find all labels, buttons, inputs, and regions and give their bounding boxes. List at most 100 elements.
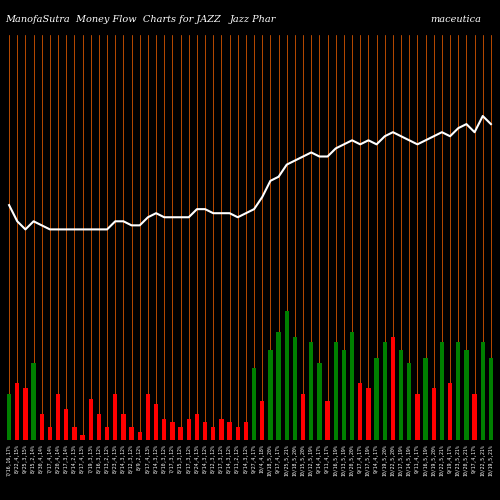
Text: 7/17,4,14%: 7/17,4,14% bbox=[48, 444, 52, 473]
Bar bbox=[334, 342, 338, 440]
Bar bbox=[15, 384, 20, 440]
Text: 9/17,4,17%: 9/17,4,17% bbox=[276, 444, 281, 473]
Text: 10/18,5,20%: 10/18,5,20% bbox=[268, 444, 273, 476]
Text: 10/20,5,21%: 10/20,5,21% bbox=[464, 444, 469, 476]
Bar bbox=[276, 332, 281, 440]
Text: 9/14,4,17%: 9/14,4,17% bbox=[317, 444, 322, 473]
Text: 7/17,3,12%: 7/17,3,12% bbox=[170, 444, 175, 473]
Bar bbox=[162, 420, 166, 440]
Text: 8/15,2,14%: 8/15,2,14% bbox=[31, 444, 36, 473]
Text: 8/20,4,14%: 8/20,4,14% bbox=[56, 444, 60, 473]
Bar bbox=[440, 342, 444, 440]
Text: 8/12,3,12%: 8/12,3,12% bbox=[211, 444, 216, 473]
Bar bbox=[456, 342, 460, 440]
Text: 8/14,2,13%: 8/14,2,13% bbox=[72, 444, 77, 473]
Text: 10/22,5,21%: 10/22,5,21% bbox=[480, 444, 485, 476]
Bar bbox=[186, 420, 191, 440]
Bar bbox=[284, 311, 289, 440]
Bar bbox=[72, 427, 76, 440]
Bar bbox=[105, 427, 110, 440]
Bar bbox=[211, 427, 216, 440]
Text: 8/17,4,13%: 8/17,4,13% bbox=[146, 444, 150, 473]
Bar bbox=[194, 414, 199, 440]
Text: 7/19,3,13%: 7/19,3,13% bbox=[88, 444, 93, 473]
Bar bbox=[88, 399, 93, 440]
Bar bbox=[358, 384, 362, 440]
Bar bbox=[219, 420, 224, 440]
Text: 8/30,4,14%: 8/30,4,14% bbox=[39, 444, 44, 473]
Bar bbox=[480, 342, 485, 440]
Text: 10/18,5,20%: 10/18,5,20% bbox=[292, 444, 298, 476]
Text: 8/9,2,12%: 8/9,2,12% bbox=[137, 444, 142, 470]
Bar bbox=[464, 350, 468, 440]
Text: 8/13,2,12%: 8/13,2,12% bbox=[104, 444, 110, 473]
Bar bbox=[424, 358, 428, 440]
Text: 10/14,5,19%: 10/14,5,19% bbox=[406, 444, 412, 476]
Bar bbox=[113, 394, 117, 440]
Bar bbox=[32, 362, 36, 440]
Bar bbox=[472, 394, 477, 440]
Bar bbox=[203, 422, 207, 440]
Text: 8/17,3,12%: 8/17,3,12% bbox=[219, 444, 224, 473]
Text: 8/14,3,12%: 8/14,3,12% bbox=[202, 444, 207, 473]
Bar bbox=[7, 394, 12, 440]
Bar bbox=[48, 427, 52, 440]
Text: 10/19,5,21%: 10/19,5,21% bbox=[488, 444, 494, 476]
Bar bbox=[23, 388, 28, 440]
Text: 10/17,5,19%: 10/17,5,19% bbox=[366, 444, 371, 476]
Text: 10/16,5,19%: 10/16,5,19% bbox=[423, 444, 428, 476]
Text: 9/11,4,17%: 9/11,4,17% bbox=[325, 444, 330, 473]
Text: 8/17,3,12%: 8/17,3,12% bbox=[186, 444, 191, 473]
Bar bbox=[382, 342, 387, 440]
Text: 9/17,4,17%: 9/17,4,17% bbox=[358, 444, 362, 473]
Text: 10/20,5,20%: 10/20,5,20% bbox=[350, 444, 354, 476]
Text: 8/17,4,13%: 8/17,4,13% bbox=[80, 444, 85, 473]
Bar bbox=[40, 414, 44, 440]
Bar bbox=[146, 394, 150, 440]
Bar bbox=[366, 388, 370, 440]
Bar bbox=[432, 388, 436, 440]
Bar bbox=[178, 427, 183, 440]
Bar bbox=[301, 394, 306, 440]
Bar bbox=[488, 358, 493, 440]
Text: 8/14,3,12%: 8/14,3,12% bbox=[154, 444, 158, 473]
Text: 9/11,4,17%: 9/11,4,17% bbox=[415, 444, 420, 473]
Text: 10/19,5,20%: 10/19,5,20% bbox=[431, 444, 436, 476]
Text: 9/27,4,17%: 9/27,4,17% bbox=[252, 444, 256, 473]
Bar bbox=[130, 427, 134, 440]
Bar bbox=[317, 362, 322, 440]
Bar bbox=[96, 414, 101, 440]
Text: 9/14,4,17%: 9/14,4,17% bbox=[374, 444, 379, 473]
Bar bbox=[244, 422, 248, 440]
Bar bbox=[407, 362, 412, 440]
Text: 10/17,5,19%: 10/17,5,19% bbox=[398, 444, 404, 476]
Bar bbox=[342, 350, 346, 440]
Bar bbox=[138, 432, 142, 440]
Text: 10/15,5,20%: 10/15,5,20% bbox=[300, 444, 306, 476]
Text: 10/22,5,20%: 10/22,5,20% bbox=[390, 444, 396, 476]
Bar bbox=[326, 402, 330, 440]
Text: 10/23,5,21%: 10/23,5,21% bbox=[456, 444, 460, 476]
Text: Jazz Phar: Jazz Phar bbox=[230, 15, 276, 24]
Text: 9/17,4,17%: 9/17,4,17% bbox=[472, 444, 477, 473]
Text: 8/12,3,12%: 8/12,3,12% bbox=[129, 444, 134, 473]
Text: 8/24,4,13%: 8/24,4,13% bbox=[194, 444, 200, 473]
Bar bbox=[252, 368, 256, 440]
Text: 10/19,5,20%: 10/19,5,20% bbox=[382, 444, 387, 476]
Text: 8/11,2,12%: 8/11,2,12% bbox=[236, 444, 240, 473]
Text: 8/14,3,12%: 8/14,3,12% bbox=[121, 444, 126, 473]
Text: 8/17,3,14%: 8/17,3,14% bbox=[64, 444, 69, 473]
Bar bbox=[236, 427, 240, 440]
Bar bbox=[268, 350, 272, 440]
Bar bbox=[64, 409, 68, 440]
Bar bbox=[399, 350, 404, 440]
Text: 9/25,3,15%: 9/25,3,15% bbox=[23, 444, 28, 473]
Bar bbox=[260, 402, 264, 440]
Text: 10/13,5,19%: 10/13,5,19% bbox=[342, 444, 346, 476]
Text: 8/14,3,12%: 8/14,3,12% bbox=[227, 444, 232, 473]
Text: 10/25,5,21%: 10/25,5,21% bbox=[284, 444, 289, 476]
Text: 8/10,3,12%: 8/10,3,12% bbox=[162, 444, 167, 473]
Text: 9/19,4,17%: 9/19,4,17% bbox=[448, 444, 452, 473]
Bar bbox=[228, 422, 232, 440]
Text: 10/16,5,19%: 10/16,5,19% bbox=[333, 444, 338, 476]
